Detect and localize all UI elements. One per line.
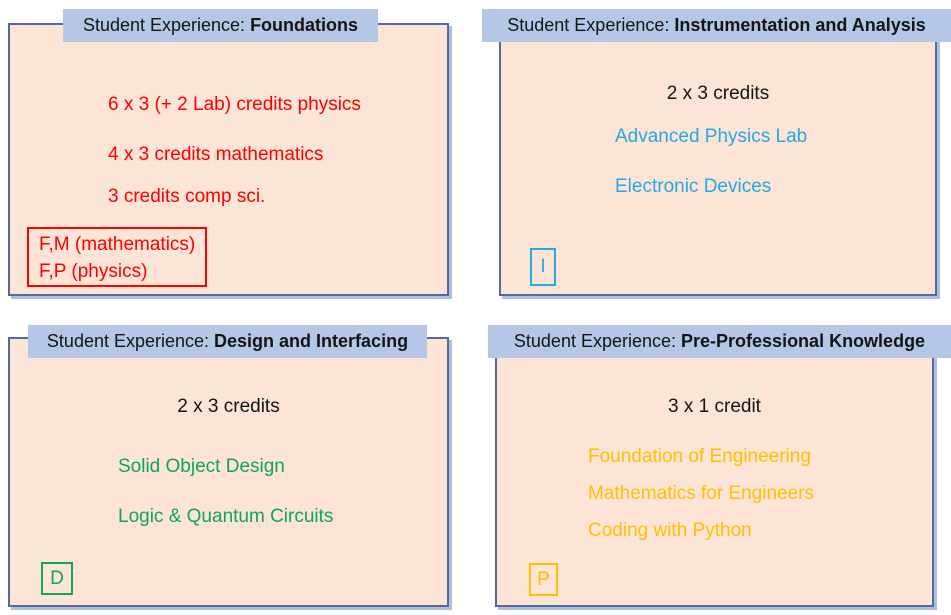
legend-line-mathematics: F,M (mathematics) <box>39 234 196 255</box>
credits-line: 2 x 3 credits <box>177 396 280 417</box>
course-line-advanced-physics-lab: Advanced Physics Lab <box>615 126 808 147</box>
course-line-solid-object-design: Solid Object Design <box>118 456 285 477</box>
header-title: Pre-Professional Knowledge <box>681 331 926 351</box>
credit-line-mathematics: 4 x 3 credits mathematics <box>108 144 324 165</box>
header-title: Instrumentation and Analysis <box>674 15 926 35</box>
header-prefix: Student Experience: <box>507 15 675 35</box>
course-line-electronic-devices: Electronic Devices <box>615 176 772 197</box>
header-title: Foundations <box>250 15 359 35</box>
header-prefix: Student Experience: <box>82 15 251 35</box>
header-prefix: Student Experience: <box>46 331 215 351</box>
panel-preprofessional: 3 x 1 credit Foundation of Engineering M… <box>495 337 934 607</box>
course-line-coding-with-python: Coding with Python <box>588 520 752 541</box>
panel-preprofessional-header: Student Experience: Pre-Professional Kno… <box>488 325 951 358</box>
panel-foundations: 6 x 3 (+ 2 Lab) credits physics 4 x 3 cr… <box>8 23 449 296</box>
credit-line-physics: 6 x 3 (+ 2 Lab) credits physics <box>108 94 361 115</box>
credit-line-compsci: 3 credits comp sci. <box>108 186 266 207</box>
header-title: Design and Interfacing <box>214 331 409 351</box>
credits-line: 3 x 1 credit <box>668 396 761 417</box>
credits-line: 2 x 3 credits <box>666 83 770 104</box>
panel-design: 2 x 3 credits Solid Object Design Logic … <box>8 337 449 607</box>
badge-d: D <box>41 562 73 595</box>
panel-design-header: Student Experience: Design and Interfaci… <box>28 325 427 358</box>
course-line-mathematics-for-engineers: Mathematics for Engineers <box>588 483 814 504</box>
panel-instrumentation-header: Student Experience: Instrumentation and … <box>482 9 951 42</box>
panel-foundations-header: Student Experience: Foundations <box>63 9 378 42</box>
panel-instrumentation: 2 x 3 credits Advanced Physics Lab Elect… <box>499 23 937 296</box>
badge-i: I <box>530 248 556 286</box>
header-prefix: Student Experience: <box>513 331 682 351</box>
course-line-foundation-of-engineering: Foundation of Engineering <box>588 446 811 467</box>
legend-line-physics: F,P (physics) <box>39 261 148 282</box>
legend-box: F,M (mathematics) F,P (physics) <box>27 227 207 287</box>
course-line-logic-quantum-circuits: Logic & Quantum Circuits <box>118 506 334 527</box>
badge-p: P <box>529 563 558 596</box>
